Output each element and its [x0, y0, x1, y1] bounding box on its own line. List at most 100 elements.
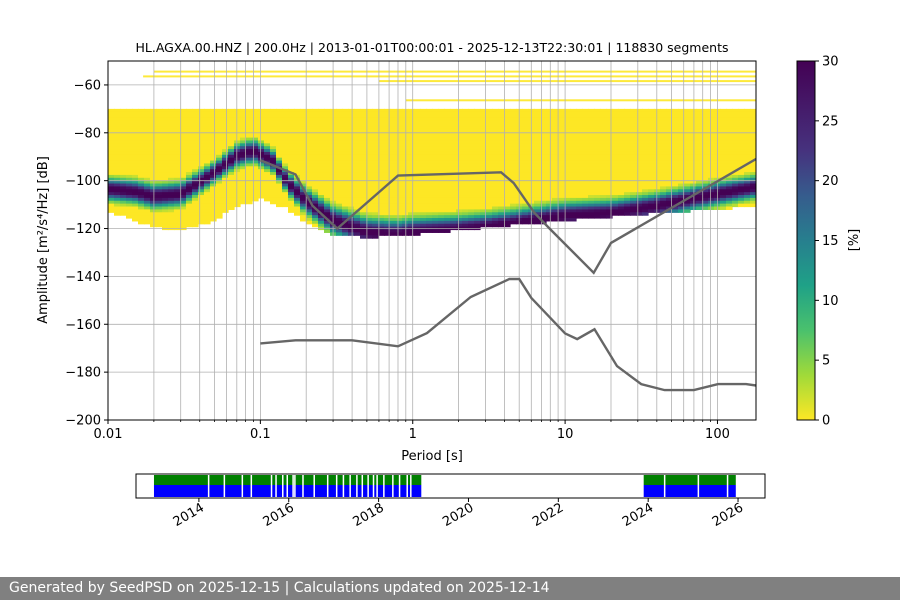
heat-cell	[732, 192, 739, 196]
colorbar-tick-label: 0	[822, 414, 830, 429]
heat-cell	[444, 154, 451, 159]
heat-cell	[138, 172, 145, 176]
heat-cell	[390, 186, 397, 190]
heat-cell	[726, 206, 733, 210]
heat-cell	[582, 166, 589, 170]
heat-cell	[444, 229, 451, 233]
heat-cell	[732, 134, 739, 139]
heat-cell	[390, 166, 397, 170]
heat-cell	[450, 154, 457, 159]
heat-cell	[234, 146, 241, 150]
heat-cell	[576, 169, 583, 173]
heat-cell	[324, 140, 331, 144]
heat-cell	[264, 128, 271, 133]
heat-cell	[174, 160, 181, 165]
heat-cell	[210, 108, 217, 113]
heat-cell	[420, 220, 427, 225]
grid-lines	[108, 61, 756, 420]
heat-cell	[456, 177, 463, 182]
heat-cell	[306, 218, 313, 222]
heat-cell	[420, 180, 427, 185]
heat-cell	[624, 108, 631, 113]
heat-cell	[546, 123, 553, 127]
colorbar-tick-label: 25	[822, 114, 839, 129]
heat-cell	[420, 111, 427, 116]
heat-cell	[546, 172, 553, 176]
heat-cell	[426, 128, 433, 133]
heat-cell	[660, 189, 667, 193]
heat-cell	[294, 183, 301, 188]
heat-cell	[360, 180, 367, 185]
heat-cell	[426, 229, 433, 233]
heat-cell	[240, 166, 247, 170]
heat-cell	[732, 131, 739, 136]
heat-cell	[354, 108, 361, 113]
heat-cell	[150, 143, 157, 147]
heat-cell	[684, 151, 691, 156]
heat-cell	[402, 131, 409, 136]
availability-gap	[223, 475, 226, 497]
heat-cell	[510, 120, 517, 124]
heat-cell	[666, 189, 673, 193]
heat-cell	[246, 117, 253, 121]
heat-cell	[438, 200, 445, 205]
heat-cell	[348, 131, 355, 136]
heat-cell	[288, 146, 295, 150]
heat-cell	[456, 108, 463, 113]
heat-cell	[594, 157, 601, 162]
heat-cell	[306, 137, 313, 142]
heat-cell	[594, 134, 601, 139]
heat-cell	[450, 223, 457, 228]
heat-cell	[216, 166, 223, 170]
heat-cell	[312, 131, 319, 136]
heat-cell	[228, 163, 235, 167]
heat-cell	[672, 140, 679, 144]
heat-cell	[114, 192, 121, 196]
heat-cell	[144, 143, 151, 147]
heat-cell	[252, 157, 259, 162]
heat-cell	[138, 160, 145, 165]
heat-cell	[138, 154, 145, 159]
heat-cell	[588, 111, 595, 116]
heat-cell	[462, 169, 469, 173]
heat-cell	[750, 189, 756, 193]
heat-cell	[540, 189, 547, 193]
heat-cell	[648, 128, 655, 133]
heat-cell	[594, 177, 601, 182]
heat-cell	[180, 117, 187, 121]
heat-cell	[414, 108, 421, 113]
heat-cell	[690, 140, 697, 144]
heat-cell	[270, 117, 277, 121]
heat-cell	[282, 146, 289, 150]
heat-cell	[726, 131, 733, 136]
heat-cell	[504, 128, 511, 133]
heat-cell	[396, 111, 403, 116]
heat-cell	[402, 180, 409, 185]
heat-cell	[534, 108, 541, 113]
heat-cell	[294, 206, 301, 210]
heat-cell	[498, 174, 505, 179]
heat-cell	[720, 128, 727, 133]
heat-cell	[402, 123, 409, 127]
heat-cell	[210, 197, 217, 202]
heat-cell	[534, 140, 541, 144]
heat-cell	[660, 111, 667, 116]
heat-cell	[342, 137, 349, 142]
heat-cell	[162, 143, 169, 147]
heat-cell	[234, 114, 241, 119]
heat-cell	[234, 151, 241, 156]
heat-cell	[384, 128, 391, 133]
heat-cell	[108, 166, 115, 170]
heat-cell	[504, 186, 511, 190]
heat-cell	[504, 163, 511, 167]
heat-cell	[552, 209, 559, 213]
heat-cell	[480, 160, 487, 165]
heat-cell	[342, 223, 349, 228]
heat-cell	[558, 169, 565, 173]
heat-cell	[498, 197, 505, 202]
heat-cell	[738, 183, 745, 188]
heat-cell	[732, 189, 739, 193]
heat-cell	[684, 137, 691, 142]
heat-cell	[648, 172, 655, 176]
heat-cell	[390, 114, 397, 119]
